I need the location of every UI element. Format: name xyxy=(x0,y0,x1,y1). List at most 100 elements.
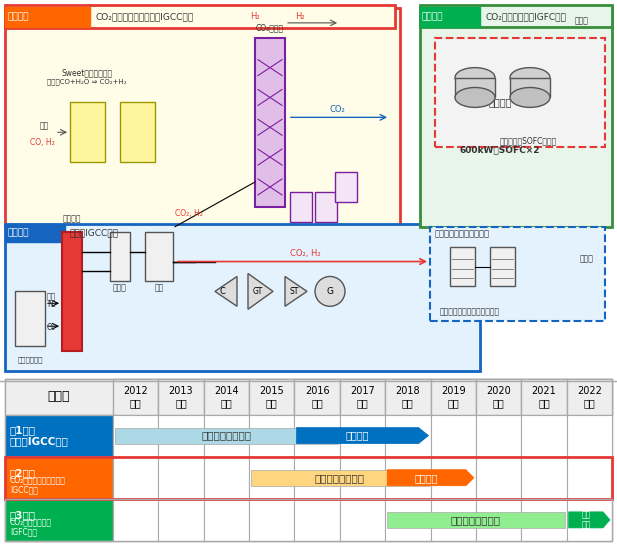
Ellipse shape xyxy=(455,68,495,88)
Text: CO₂分離・回収型
IGFC実証: CO₂分離・回収型 IGFC実証 xyxy=(10,517,52,537)
Text: 2018: 2018 xyxy=(395,386,420,396)
Text: 第３段階: 第３段階 xyxy=(422,12,444,22)
Bar xyxy=(566,415,612,457)
Bar xyxy=(5,5,395,28)
Bar xyxy=(5,499,113,541)
Bar xyxy=(204,415,249,457)
Bar xyxy=(385,379,431,415)
Text: 2014: 2014 xyxy=(214,386,239,396)
Bar xyxy=(115,428,338,444)
Text: 第3段階: 第3段階 xyxy=(10,510,36,520)
Text: 年度: 年度 xyxy=(402,398,414,408)
Text: 2016: 2016 xyxy=(305,386,329,396)
Bar xyxy=(249,415,294,457)
Text: 年度: 年度 xyxy=(311,398,323,408)
Text: 実証試験: 実証試験 xyxy=(415,473,438,483)
Bar xyxy=(5,8,400,227)
Text: ガスクリーンナップ試験: ガスクリーンナップ試験 xyxy=(435,230,490,238)
Polygon shape xyxy=(387,470,474,486)
Text: ガス化炉: ガス化炉 xyxy=(63,215,81,224)
Text: 石炭: 石炭 xyxy=(47,293,56,301)
Bar xyxy=(294,379,340,415)
Text: 年　度: 年 度 xyxy=(48,390,70,404)
Bar xyxy=(251,470,429,486)
Text: 第1段階
酸素吹IGCC実証: 第1段階 酸素吹IGCC実証 xyxy=(10,425,69,447)
Bar xyxy=(5,7,90,27)
Bar xyxy=(476,499,521,541)
Text: 酸素吹IGCC実証: 酸素吹IGCC実証 xyxy=(70,228,119,237)
Text: 燃料電池: 燃料電池 xyxy=(488,98,511,108)
Bar xyxy=(476,415,521,457)
Bar xyxy=(159,457,204,499)
Polygon shape xyxy=(215,277,237,306)
Bar xyxy=(5,457,113,499)
Bar xyxy=(385,415,431,457)
Bar xyxy=(113,415,159,457)
Text: ST: ST xyxy=(289,287,299,296)
Circle shape xyxy=(315,277,345,306)
Bar xyxy=(340,457,385,499)
Bar xyxy=(145,232,173,282)
Bar xyxy=(490,247,515,286)
Text: CO, H₂: CO, H₂ xyxy=(30,138,55,147)
Bar xyxy=(113,499,159,541)
Text: C: C xyxy=(220,287,226,296)
Bar xyxy=(204,499,249,541)
Text: 2015: 2015 xyxy=(259,386,284,396)
Text: 設計・製作・据付: 設計・製作・据付 xyxy=(451,515,501,525)
Polygon shape xyxy=(569,512,610,528)
Text: 燃料電池（SOFC）設備: 燃料電池（SOFC）設備 xyxy=(500,136,557,145)
Text: CO₂, H₂: CO₂, H₂ xyxy=(290,248,321,258)
Bar xyxy=(476,379,521,415)
Text: 年度: 年度 xyxy=(266,398,278,408)
Ellipse shape xyxy=(510,68,550,88)
Bar xyxy=(159,415,204,457)
Polygon shape xyxy=(285,277,307,306)
Bar xyxy=(5,224,65,242)
Bar xyxy=(435,38,605,147)
Text: 年度: 年度 xyxy=(220,398,232,408)
Bar xyxy=(521,415,566,457)
Text: 水洗塔: 水洗塔 xyxy=(113,283,127,293)
Bar xyxy=(255,38,285,207)
Text: 年度: 年度 xyxy=(493,398,505,408)
Text: 年度: 年度 xyxy=(538,398,550,408)
Bar xyxy=(450,247,475,286)
Bar xyxy=(294,499,340,541)
Text: 第2段階: 第2段階 xyxy=(10,468,36,477)
Bar xyxy=(431,499,476,541)
Bar xyxy=(510,78,550,98)
Text: H₂: H₂ xyxy=(295,12,305,21)
Text: 年度: 年度 xyxy=(130,398,141,408)
Text: N₂: N₂ xyxy=(47,300,56,309)
Text: CO₂分離・回収型IGFC実証: CO₂分離・回収型IGFC実証 xyxy=(485,12,566,22)
Text: 反応：CO+H₂O ⇒ CO₂+H₂: 反応：CO+H₂O ⇒ CO₂+H₂ xyxy=(47,78,127,84)
Text: 2019: 2019 xyxy=(441,386,466,396)
Text: 排ガス: 排ガス xyxy=(580,254,594,263)
Text: 2022: 2022 xyxy=(577,386,602,396)
Text: 2021: 2021 xyxy=(532,386,557,396)
Polygon shape xyxy=(296,428,429,444)
Bar xyxy=(15,291,45,346)
Bar xyxy=(290,192,312,222)
Bar xyxy=(431,457,476,499)
Text: 実証
試験: 実証 試験 xyxy=(582,510,591,529)
Text: H₂: H₂ xyxy=(250,12,260,21)
Bar xyxy=(315,192,337,222)
Ellipse shape xyxy=(455,88,495,108)
Bar xyxy=(335,172,357,202)
Text: 脱硫: 脱硫 xyxy=(154,283,164,293)
Bar xyxy=(110,232,130,282)
Text: 600kW級SOFC×2: 600kW級SOFC×2 xyxy=(460,145,540,154)
Text: CO₂: CO₂ xyxy=(330,105,346,114)
Bar xyxy=(340,379,385,415)
Bar xyxy=(5,379,612,415)
Text: 年度: 年度 xyxy=(175,398,187,408)
Ellipse shape xyxy=(510,88,550,108)
Bar xyxy=(5,499,612,541)
Bar xyxy=(113,379,159,415)
Text: CO₂分離・回収型酸素吹IGCC実証: CO₂分離・回収型酸素吹IGCC実証 xyxy=(95,12,193,22)
Text: 排ガス: 排ガス xyxy=(575,16,589,25)
Bar xyxy=(420,7,480,27)
Polygon shape xyxy=(248,273,273,309)
